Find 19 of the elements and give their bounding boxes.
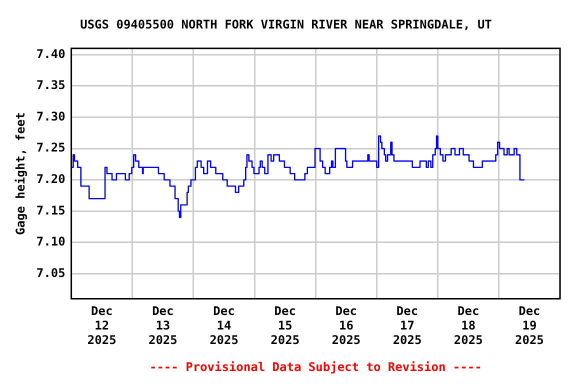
x-tick-label: Dec 17 2025 [392, 304, 422, 347]
x-tick-label: Dec 15 2025 [270, 304, 300, 347]
y-tick-label: 7.35 [36, 78, 66, 92]
x-tick-label: Dec 12 2025 [87, 304, 116, 347]
y-tick-label: 7.40 [36, 46, 66, 61]
chart-title: USGS 09405500 NORTH FORK VIRGIN RIVER NEAR SPRINGDALE, UT [80, 17, 492, 32]
y-tick-label: 7.15 [36, 203, 66, 218]
x-tick-label: Dec 19 2025 [515, 304, 544, 347]
x-tick-label: Dec 16 2025 [332, 304, 361, 347]
text: ---- Provisional Data Subject to Revision ---- [149, 360, 482, 374]
y-tick-label: 7.30 [36, 109, 66, 124]
y-axis-title: Gage height, feet [13, 112, 28, 236]
x-tick-label: Dec 13 2025 [148, 304, 178, 347]
y-tick-label: 7.25 [36, 140, 66, 155]
y-tick-label: 7.20 [36, 172, 66, 186]
y-tick-label: 7.10 [36, 234, 66, 249]
y-tick-label: 7.05 [36, 266, 66, 280]
x-tick-label: Dec 18 2025 [454, 304, 483, 347]
x-tick-label: Dec 14 2025 [210, 304, 238, 347]
